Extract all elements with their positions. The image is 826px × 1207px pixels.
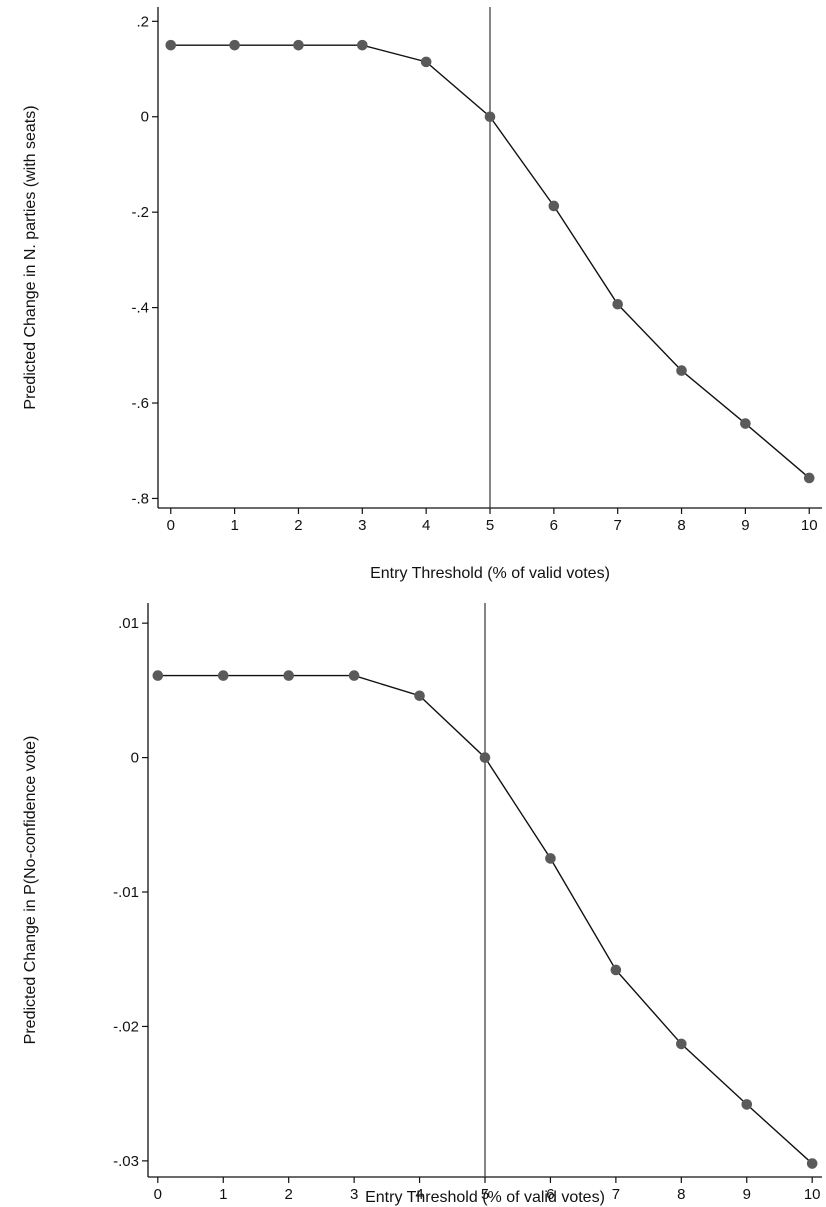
data-point (610, 964, 622, 976)
x-tick-label: 8 (677, 1186, 685, 1203)
y-tick-label: 0 (131, 750, 139, 767)
x-tick-label: 10 (804, 1186, 821, 1203)
data-point (152, 670, 164, 681)
x-tick-label: 2 (285, 1186, 293, 1203)
data-point (348, 670, 360, 681)
x-tick-label: 4 (422, 517, 430, 534)
data-point (545, 853, 556, 864)
y-tick-label: -.4 (131, 300, 149, 317)
y-tick-label: .01 (118, 615, 139, 632)
y-tick-label: -.2 (131, 204, 149, 221)
data-point (803, 472, 815, 484)
data-point (293, 39, 304, 51)
x-tick-label: 5 (486, 517, 494, 534)
x-tick-label: 7 (612, 1186, 620, 1203)
y-tick-label: -.01 (113, 884, 139, 901)
data-point (741, 1099, 753, 1110)
x-tick-label: 9 (743, 1186, 751, 1203)
x-tick-label: 2 (294, 517, 302, 534)
y-tick-label: -.03 (113, 1153, 139, 1170)
data-point (676, 365, 687, 376)
x-tick-label: 0 (167, 517, 175, 534)
data-point (165, 39, 177, 51)
x-tick-label: 3 (350, 1186, 358, 1203)
x-tick-label: 8 (677, 517, 685, 534)
top-chart-panel: .2 0 -.2 -.4 -.6 -.8 0 1 2 3 4 5 6 7 8 9 10 Entry Thresho… (22, 7, 822, 582)
x-tick-label: 3 (358, 517, 366, 534)
data-point (484, 111, 496, 123)
data-point (420, 56, 432, 68)
x-axis-title: Entry Threshold (% of valid votes) (365, 1189, 605, 1206)
x-tick-label: 5 (481, 1186, 489, 1203)
x-tick-label: 4 (415, 1186, 423, 1203)
x-tick-label: 0 (154, 1186, 162, 1203)
data-point (548, 200, 560, 212)
data-point (806, 1158, 818, 1169)
data-point (357, 39, 368, 51)
x-tick-label: 9 (741, 517, 749, 534)
bottom-chart-panel: .01 0 -.01 -.02 -.03 0 1 2 3 4 5 6 7 8 9 10 Entry Thresh… (22, 603, 822, 1206)
data-point (414, 690, 425, 702)
data-point (612, 298, 623, 310)
y-tick-label: -.02 (113, 1018, 139, 1035)
x-tick-label: 1 (230, 517, 238, 534)
x-tick-label: 10 (801, 517, 818, 534)
x-tick-label: 6 (550, 517, 558, 534)
data-point (217, 670, 229, 681)
x-tick-label: 7 (614, 517, 622, 534)
x-axis-title: Entry Threshold (% of valid votes) (370, 565, 610, 582)
data-point (740, 418, 751, 429)
data-point (229, 39, 240, 51)
y-axis-title: Predicted Change in P(No-confidence vote… (22, 736, 39, 1045)
y-axis-title: Predicted Change in N. parties (with sea… (22, 105, 39, 409)
y-tick-label: -.8 (131, 490, 149, 507)
data-point (283, 670, 294, 681)
y-tick-label: 0 (141, 109, 149, 126)
x-tick-label: 1 (219, 1186, 227, 1203)
y-tick-label: -.6 (131, 395, 149, 412)
data-point (676, 1038, 687, 1050)
x-tick-label: 6 (546, 1186, 554, 1203)
y-tick-label: .2 (136, 13, 149, 30)
data-point (479, 752, 491, 763)
